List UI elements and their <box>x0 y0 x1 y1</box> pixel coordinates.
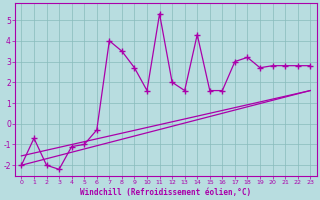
X-axis label: Windchill (Refroidissement éolien,°C): Windchill (Refroidissement éolien,°C) <box>80 188 252 197</box>
